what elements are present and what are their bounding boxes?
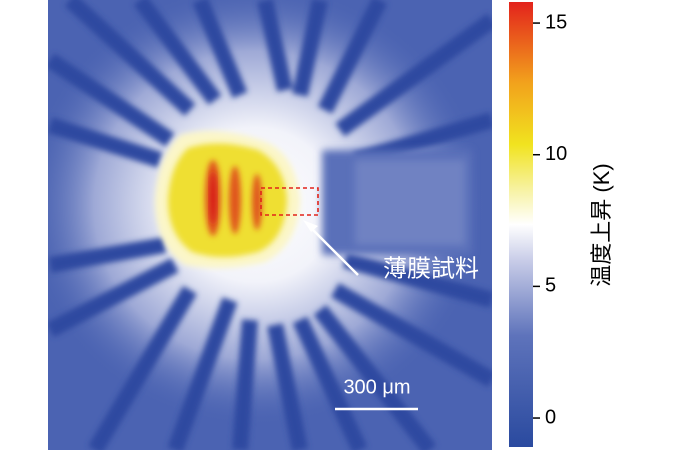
tick-label: 5 — [545, 275, 556, 297]
arrow-head — [303, 220, 318, 232]
tick-label: 10 — [545, 143, 567, 165]
tick-label: 0 — [545, 406, 556, 428]
annotation: 薄膜試料 — [383, 255, 479, 282]
thermal-map — [48, 0, 492, 450]
colorbar-label: 温度上昇 (K) — [589, 163, 614, 286]
tick-label: 15 — [545, 11, 567, 33]
colorbar — [509, 2, 533, 447]
scale-bar-label: 300 μm — [343, 376, 410, 398]
arrow — [307, 224, 359, 276]
sample-box — [260, 187, 319, 216]
